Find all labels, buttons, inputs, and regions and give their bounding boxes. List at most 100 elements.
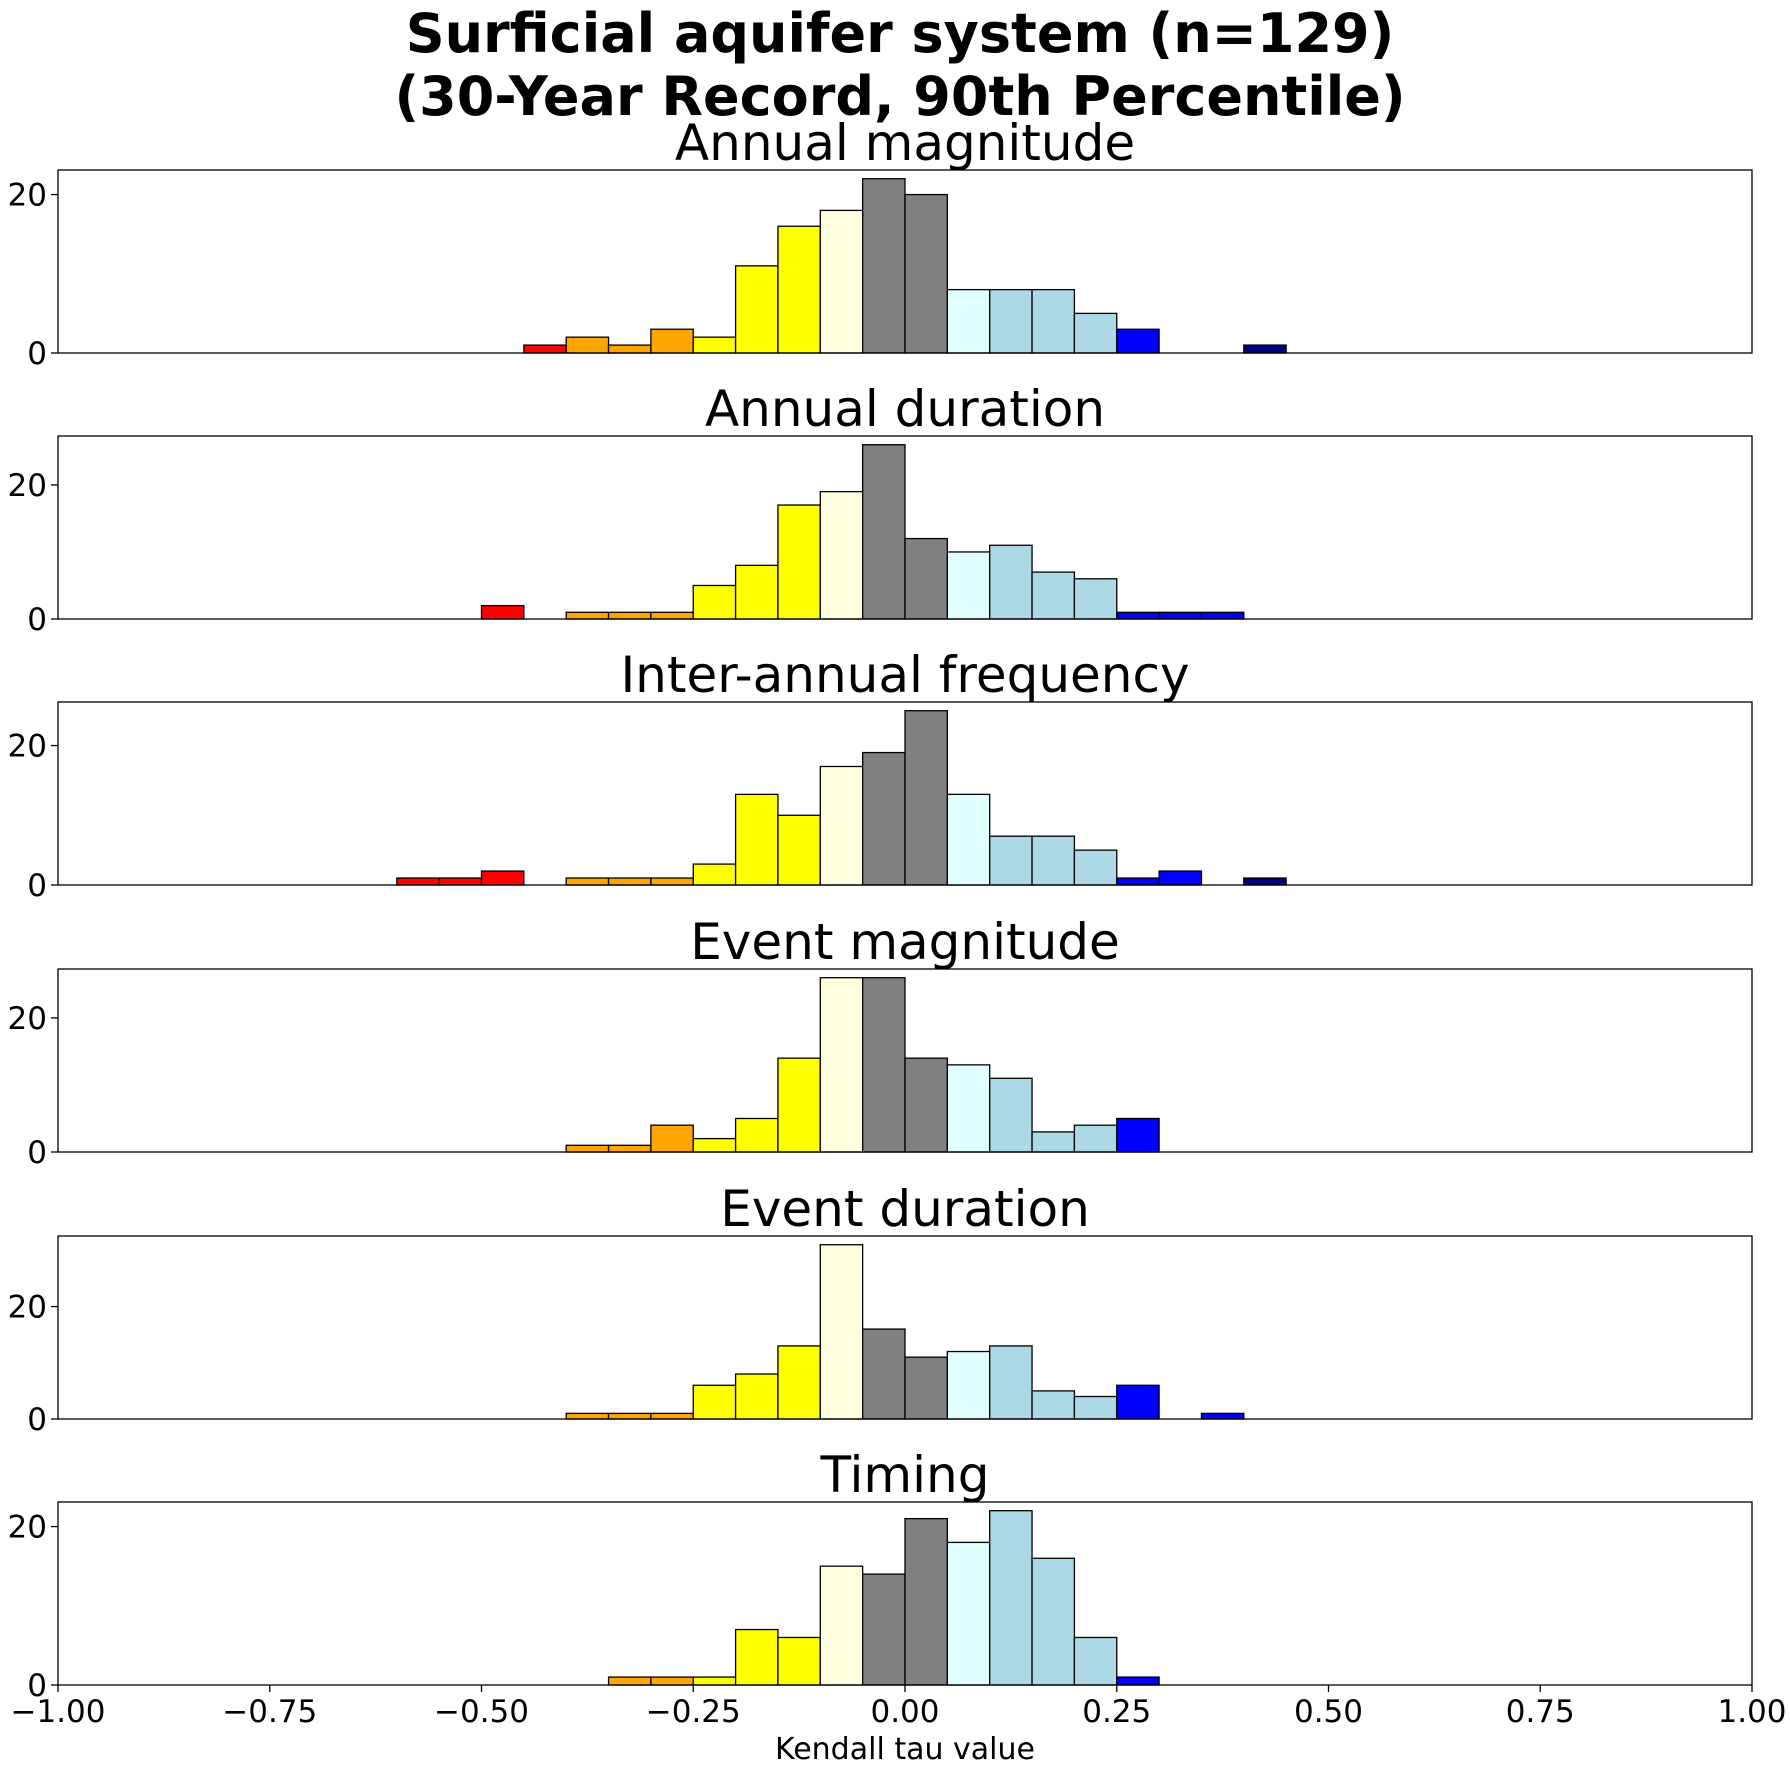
histogram-bar	[607, 877, 652, 886]
x-tick-label: 0.25	[1082, 1694, 1151, 1730]
x-tick-label: −0.25	[646, 1694, 741, 1730]
histogram-bar	[1031, 1557, 1076, 1686]
histogram-bar	[862, 178, 906, 354]
histogram-bar	[989, 1510, 1033, 1686]
panel-2: Inter-annual frequency 0 20	[8, 646, 1753, 904]
histogram-bar	[650, 611, 694, 620]
histogram-bar	[565, 1412, 610, 1420]
histogram-bar	[692, 1676, 737, 1686]
histogram-bar	[777, 225, 821, 354]
histogram-bar	[1073, 578, 1118, 620]
histogram-bar	[819, 1565, 864, 1686]
y-tick-label: 0	[27, 602, 47, 638]
histogram-bar	[1073, 1395, 1118, 1420]
y-tick-label: 20	[8, 1510, 47, 1546]
histogram-bar	[1116, 1117, 1160, 1153]
histogram-bar	[1116, 877, 1160, 886]
axes-frame	[57, 701, 1753, 886]
histogram-bar	[1116, 328, 1160, 354]
panel-1: Annual duration 0 20	[8, 380, 1753, 638]
histogram-bar	[904, 1057, 948, 1153]
histogram-bar	[989, 544, 1033, 620]
histogram-bar	[1200, 1412, 1245, 1420]
histogram-bar	[862, 1573, 906, 1686]
x-tick-label: 1.00	[1717, 1694, 1786, 1730]
histogram-bar	[565, 611, 610, 620]
histogram-bar	[904, 537, 948, 620]
histogram-bar	[946, 1541, 991, 1686]
histogram-bar	[819, 977, 864, 1153]
axes-frame	[57, 435, 1753, 620]
histogram-bar	[692, 1384, 737, 1420]
histogram-bar	[1116, 1676, 1160, 1686]
histogram-bar	[946, 793, 991, 886]
histogram-bar	[480, 870, 525, 886]
histogram-bar	[565, 1144, 610, 1153]
histogram-bar	[607, 1412, 652, 1420]
histogram-bar	[692, 584, 737, 620]
histogram-bar	[904, 1356, 948, 1420]
histogram-bar	[989, 1077, 1033, 1153]
histogram-bar	[904, 193, 948, 354]
x-axis-label: Kendall tau value	[775, 1732, 1035, 1767]
x-tick-label: −1.00	[11, 1694, 106, 1730]
histogram-bar	[1116, 611, 1160, 620]
histogram-bar	[692, 863, 737, 886]
histogram-bar	[734, 793, 779, 886]
histogram-bar	[1073, 312, 1118, 354]
y-tick-label: 20	[8, 178, 47, 214]
histogram-bar	[777, 1057, 821, 1153]
x-tick-label: 0.50	[1294, 1694, 1363, 1730]
histogram-bar	[862, 751, 906, 886]
histogram-bar	[904, 710, 948, 886]
histogram-bar	[1158, 611, 1203, 620]
histogram-bar	[650, 1412, 694, 1420]
panel-title: Inter-annual frequency	[620, 646, 1189, 704]
histogram-bar	[989, 1345, 1033, 1420]
panel-title: Timing	[820, 1446, 990, 1504]
histogram-bar	[692, 1137, 737, 1153]
y-tick-label: 20	[8, 1290, 47, 1326]
panel-title: Event magnitude	[690, 913, 1120, 971]
histogram-bar	[819, 1244, 864, 1420]
histogram-bar	[1031, 835, 1076, 886]
axes-frame	[57, 169, 1753, 354]
histogram-bar	[565, 877, 610, 886]
axes-frame	[57, 1235, 1753, 1420]
figure-title-line1: Surficial aquifer system (n=129)	[406, 2, 1395, 65]
histogram-bar	[650, 877, 694, 886]
x-tick-label: 0.75	[1506, 1694, 1575, 1730]
histogram-bar	[1031, 1131, 1076, 1153]
y-tick-label: 0	[27, 1668, 47, 1704]
histogram-bar	[650, 1124, 694, 1153]
histogram-bar	[862, 444, 906, 620]
panel-4: Event duration 0 20	[8, 1180, 1753, 1438]
y-tick-label: 0	[27, 1402, 47, 1438]
histogram-bar	[734, 1628, 779, 1686]
histogram-bar	[1200, 611, 1245, 620]
histogram-bar	[989, 835, 1033, 886]
histogram-bar	[1158, 870, 1203, 886]
histogram-bar	[946, 288, 991, 354]
histogram-bar	[819, 490, 864, 620]
histogram-bar	[1073, 1636, 1118, 1686]
y-tick-label: 0	[27, 336, 47, 372]
panels: Annual magnitude 0 20 Annual duration 0 20 Int…	[8, 114, 1787, 1730]
histogram-bar	[607, 344, 652, 354]
histogram-bar	[777, 1636, 821, 1686]
histogram-bar	[734, 564, 779, 620]
histogram-bar	[523, 344, 567, 354]
histogram-bar	[862, 977, 906, 1153]
panel-title: Annual magnitude	[675, 114, 1135, 172]
figure-title-line2: (30-Year Record, 90th Percentile)	[394, 65, 1405, 128]
histogram-bar	[692, 336, 737, 354]
panel-title: Annual duration	[705, 380, 1105, 438]
histogram-bar	[1116, 1384, 1160, 1420]
histogram-bar	[904, 1517, 948, 1686]
x-tick-label: −0.75	[222, 1694, 317, 1730]
panel-3: Event magnitude 0 20	[8, 913, 1753, 1171]
histogram-bar	[862, 1328, 906, 1420]
histogram-bar	[734, 1373, 779, 1420]
y-tick-label: 20	[8, 1001, 47, 1037]
